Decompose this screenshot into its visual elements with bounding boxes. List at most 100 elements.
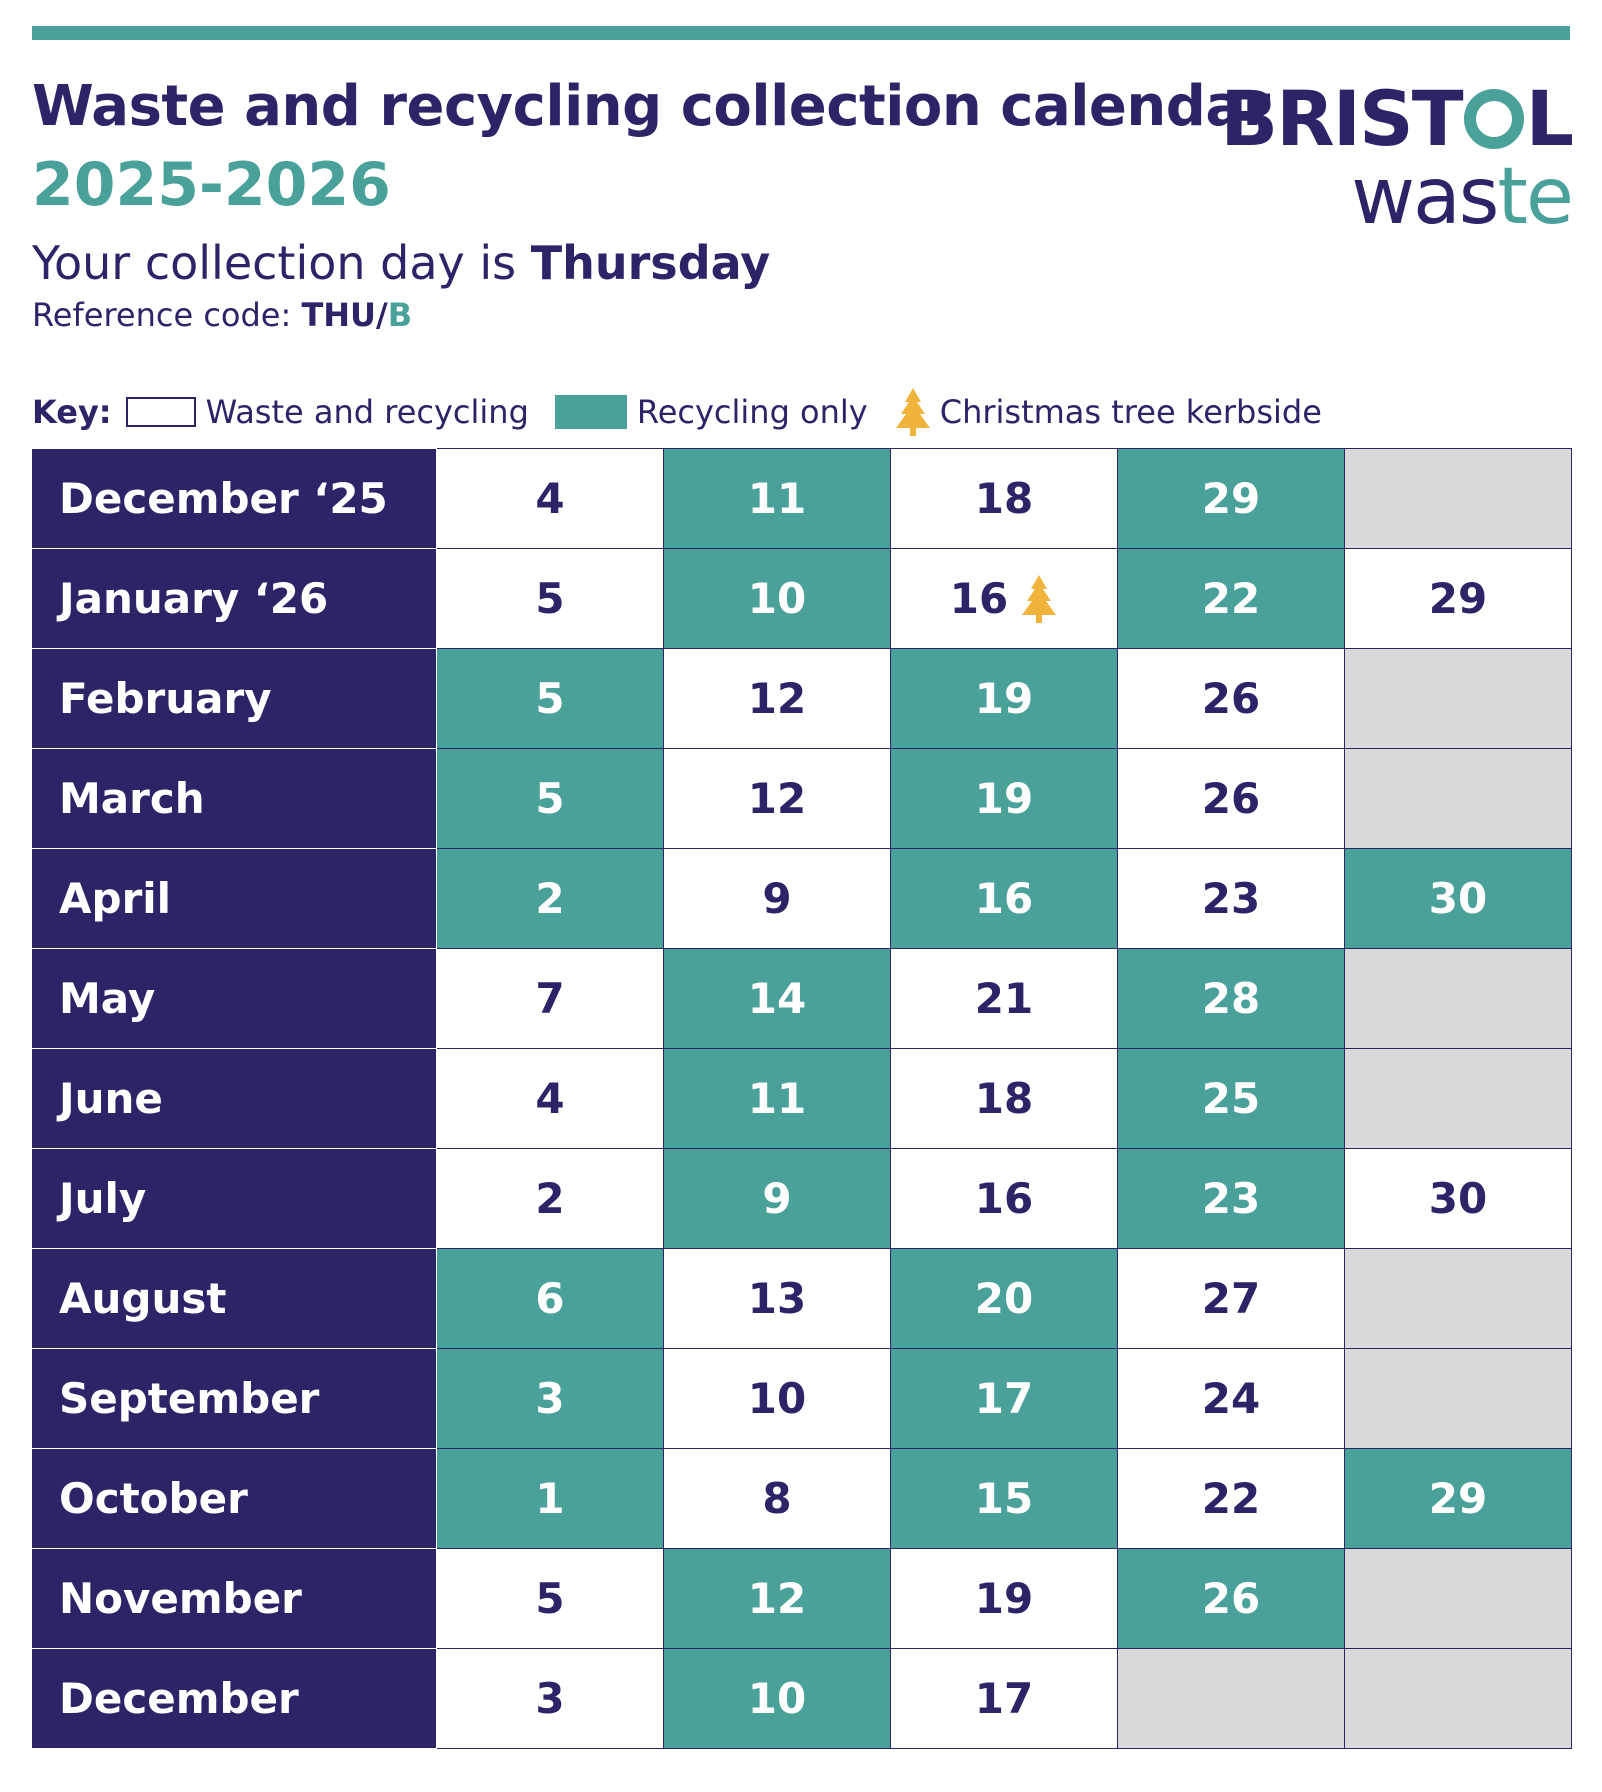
date-wrap: 21	[975, 974, 1033, 1023]
recycling-only-date: 22	[1117, 548, 1345, 649]
waste-and-recycling-date: 26	[1117, 748, 1345, 849]
date-wrap: 15	[975, 1474, 1033, 1523]
waste-and-recycling-date: 12	[663, 748, 891, 849]
key-label: Key:	[32, 393, 112, 431]
collection-date: 18	[974, 474, 1034, 523]
collection-date: 18	[974, 1074, 1034, 1123]
waste-and-recycling-date: 21	[890, 948, 1118, 1049]
waste-and-recycling-date: 18	[890, 1048, 1118, 1149]
date-wrap: 16	[975, 1174, 1033, 1223]
waste-and-recycling-date: 3	[436, 1648, 664, 1749]
key-waste-and-recycling: Waste and recycling	[205, 393, 529, 431]
year-range: 2025-2026	[32, 150, 391, 220]
collection-date: 22	[1201, 1474, 1261, 1523]
logo-o-ring-icon	[1463, 89, 1524, 149]
waste-and-recycling-date: 29	[1344, 548, 1572, 649]
recycling-only-date: 30	[1344, 848, 1572, 949]
reference-code-prefix: Reference code:	[32, 296, 302, 334]
date-wrap: 22	[1202, 1474, 1260, 1523]
reference-code-accent: B	[387, 296, 413, 334]
date-wrap: 5	[535, 674, 564, 723]
calendar-row: September 3 10 17 24	[32, 1348, 1572, 1449]
calendar-row: March 5 12 19 26	[32, 748, 1572, 849]
recycling-only-date: 25	[1117, 1048, 1345, 1149]
recycling-only-date: 2	[436, 848, 664, 949]
recycling-only-date: 29	[1344, 1448, 1572, 1549]
recycling-only-date: 10	[663, 548, 891, 649]
collection-date: 19	[974, 1574, 1034, 1623]
month-label: December ‘25	[32, 448, 437, 549]
date-wrap: 25	[1202, 1074, 1260, 1123]
waste-and-recycling-date: 26	[1117, 648, 1345, 749]
date-wrap: 11	[748, 474, 806, 523]
waste-and-recycling-date: 18	[890, 448, 1118, 549]
month-label: July	[32, 1148, 437, 1249]
date-wrap: 26	[1202, 774, 1260, 823]
logo-waste-part1: was	[1351, 152, 1499, 242]
collection-date: 19	[974, 674, 1034, 723]
date-wrap: 3	[535, 1374, 564, 1423]
logo-bristol-text: BRIST L	[1220, 74, 1574, 163]
date-wrap: 18	[975, 474, 1033, 523]
date-wrap: 12	[748, 1574, 806, 1623]
key-swatch-recycling-only	[554, 395, 627, 429]
recycling-only-date: 11	[663, 448, 891, 549]
date-wrap: 11	[748, 1074, 806, 1123]
recycling-only-date: 9	[663, 1148, 891, 1249]
recycling-only-date: 20	[890, 1248, 1118, 1349]
collection-date: 12	[747, 674, 807, 723]
date-wrap: 8	[762, 1474, 791, 1523]
collection-date: 9	[762, 1174, 792, 1223]
recycling-only-date: 5	[436, 648, 664, 749]
calendar-row: February 5 12 19 26	[32, 648, 1572, 749]
recycling-only-date: 10	[663, 1648, 891, 1749]
recycling-only-date: 23	[1117, 1148, 1345, 1249]
collection-date: 17	[974, 1674, 1034, 1723]
recycling-only-date: 15	[890, 1448, 1118, 1549]
collection-date: 7	[535, 974, 565, 1023]
collection-date: 2	[535, 1174, 565, 1223]
collection-date: 28	[1201, 974, 1261, 1023]
waste-and-recycling-date: 4	[436, 1048, 664, 1149]
collection-date: 29	[1428, 1474, 1488, 1523]
date-wrap: 18	[975, 1074, 1033, 1123]
collection-date: 24	[1201, 1374, 1261, 1423]
date-wrap: 5	[535, 1574, 564, 1623]
waste-and-recycling-date: 30	[1344, 1148, 1572, 1249]
month-label: April	[32, 848, 437, 949]
collection-date: 17	[974, 1374, 1034, 1423]
collection-date: 16	[949, 574, 1009, 623]
date-wrap: 2	[535, 874, 564, 923]
collection-date: 26	[1201, 1574, 1261, 1623]
month-label: January ‘26	[32, 548, 437, 649]
logo-bristol-part1: BRIST	[1220, 74, 1463, 163]
collection-date: 8	[762, 1474, 792, 1523]
collection-date: 15	[974, 1474, 1034, 1523]
collection-date: 23	[1201, 1174, 1261, 1223]
collection-date: 26	[1201, 774, 1261, 823]
calendar-row: December 3 10 17	[32, 1648, 1572, 1749]
empty-cell	[1344, 448, 1572, 549]
waste-and-recycling-date: 16	[890, 548, 1118, 649]
collection-date: 19	[974, 774, 1034, 823]
date-wrap: 13	[748, 1274, 806, 1323]
collection-date: 29	[1201, 474, 1261, 523]
month-label: March	[32, 748, 437, 849]
reference-code-line: Reference code: THU/B	[32, 296, 412, 334]
collection-date: 14	[747, 974, 807, 1023]
date-wrap: 28	[1202, 974, 1260, 1023]
collection-date: 5	[535, 774, 565, 823]
waste-and-recycling-date: 8	[663, 1448, 891, 1549]
waste-and-recycling-date: 5	[436, 1548, 664, 1649]
empty-cell	[1344, 648, 1572, 749]
month-label: August	[32, 1248, 437, 1349]
month-label: November	[32, 1548, 437, 1649]
date-wrap: 14	[748, 974, 806, 1023]
empty-cell	[1344, 1048, 1572, 1149]
date-wrap: 19	[975, 774, 1033, 823]
date-wrap: 4	[535, 474, 564, 523]
collection-date: 12	[747, 1574, 807, 1623]
waste-and-recycling-date: 19	[890, 1548, 1118, 1649]
collection-date: 27	[1201, 1274, 1261, 1323]
calendar-row: October 1 8 15 22 29	[32, 1448, 1572, 1549]
